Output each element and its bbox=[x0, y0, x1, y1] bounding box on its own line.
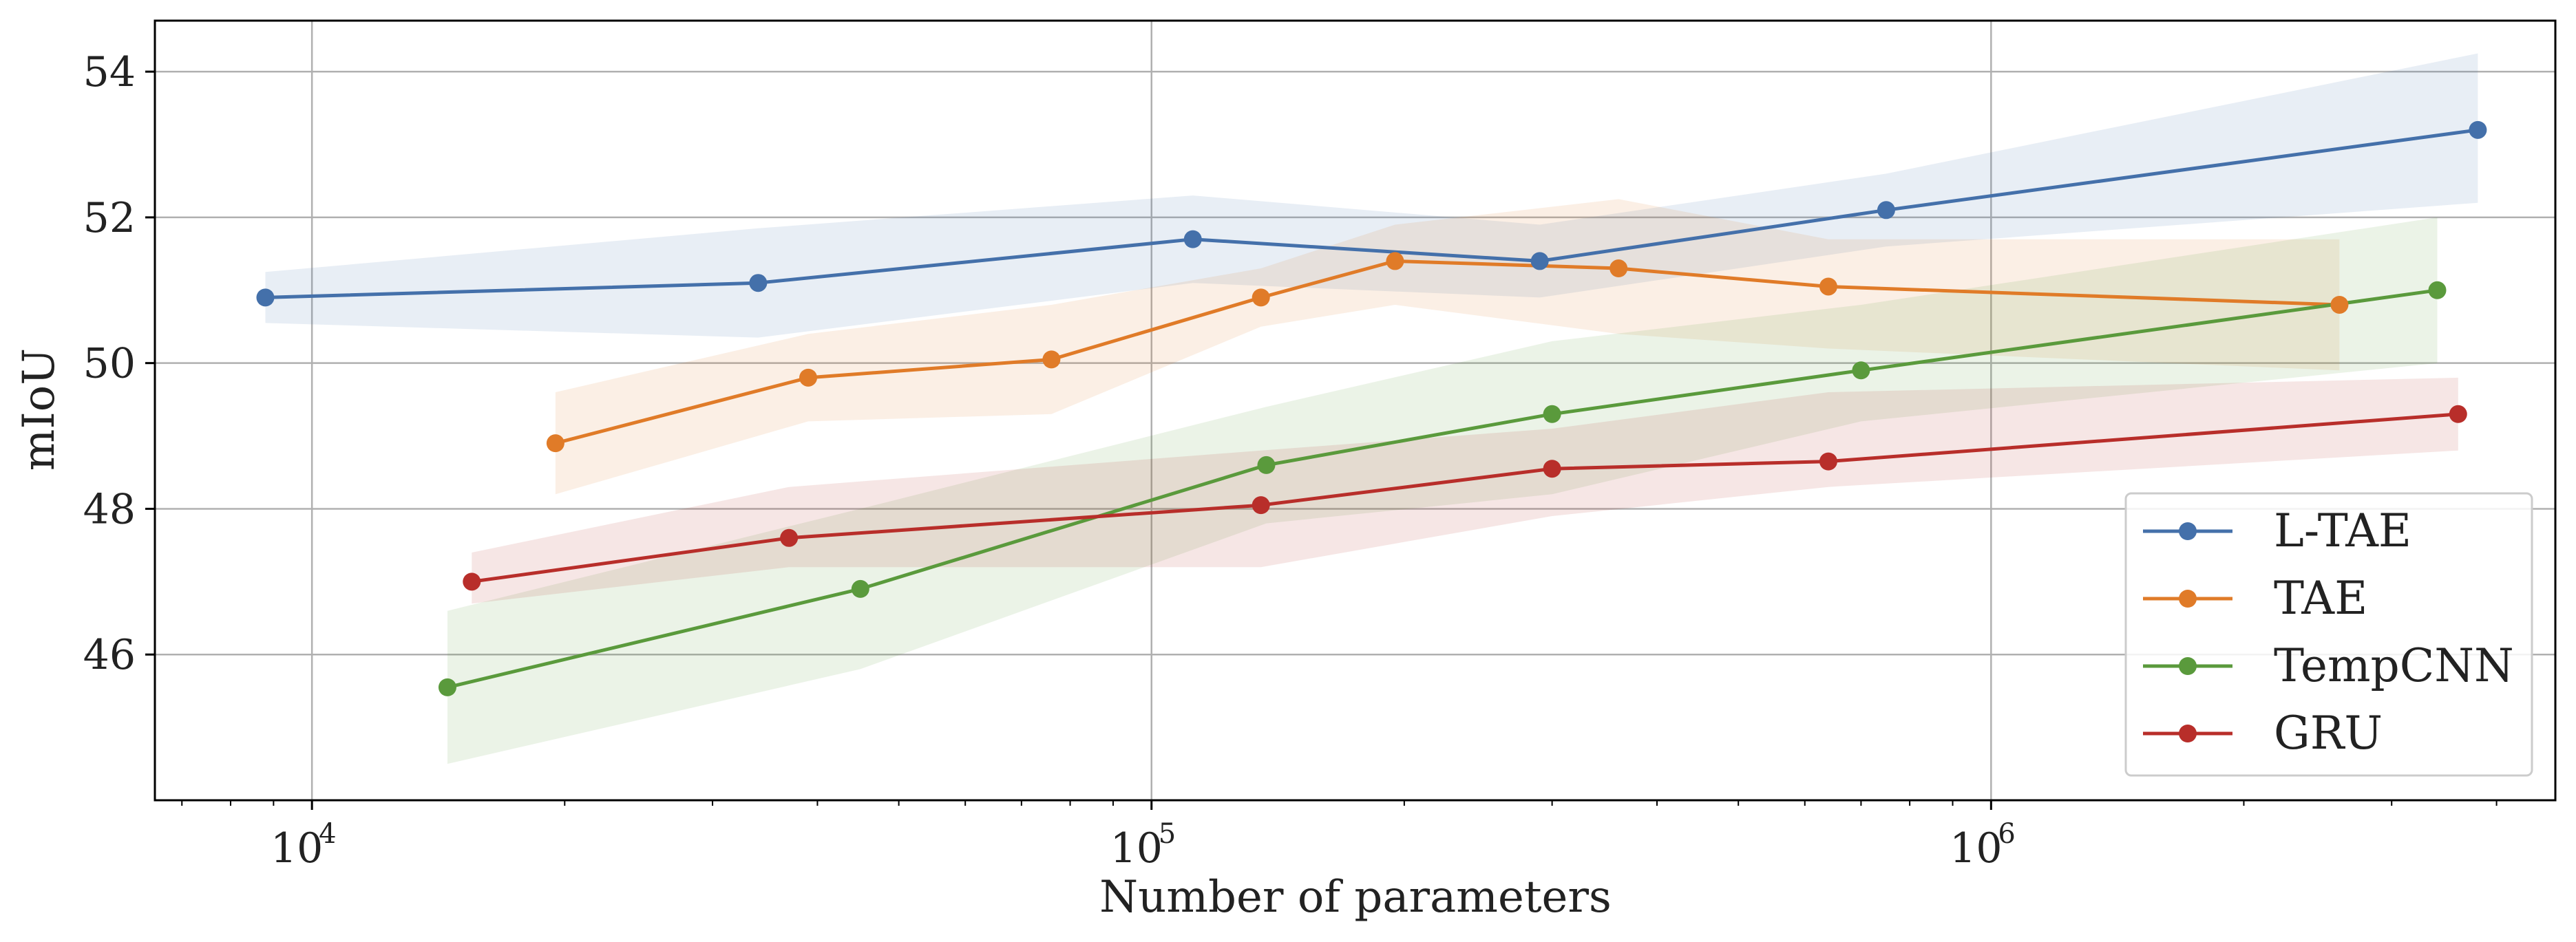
band-l-tae bbox=[265, 53, 2478, 338]
legend-box bbox=[2124, 492, 2533, 777]
point-tempcnn bbox=[1257, 456, 1276, 474]
point-l-tae bbox=[2469, 120, 2487, 139]
point-gru bbox=[1252, 496, 1270, 515]
legend-label-tae: TAE bbox=[2274, 572, 2367, 625]
point-gru bbox=[2449, 405, 2467, 423]
legend-label-l-tae: L-TAE bbox=[2274, 504, 2411, 557]
point-l-tae bbox=[749, 274, 768, 292]
line-tae bbox=[555, 259, 2340, 445]
x-tick-label: 10 bbox=[271, 824, 323, 873]
point-tae bbox=[1819, 277, 1837, 296]
plot-frame bbox=[154, 19, 2557, 802]
band-tae bbox=[555, 199, 2340, 495]
x-axis-label: Number of parameters bbox=[1099, 872, 1612, 923]
y-tick-label: 50 bbox=[83, 340, 136, 388]
point-tae bbox=[799, 368, 818, 387]
x-tick-label: 10 bbox=[1950, 824, 2002, 873]
point-tempcnn bbox=[438, 678, 456, 696]
point-l-tae bbox=[256, 288, 275, 307]
legend-label-tempcnn: TempCNN bbox=[2274, 639, 2514, 692]
legend-marker-l-tae bbox=[2179, 522, 2197, 540]
band-gru bbox=[472, 377, 2458, 604]
point-tae bbox=[1609, 259, 1628, 278]
band-tempcnn bbox=[447, 217, 2438, 764]
point-tae bbox=[1042, 350, 1061, 369]
point-l-tae bbox=[1183, 230, 1202, 248]
legend-marker-tempcnn bbox=[2179, 657, 2197, 675]
point-gru bbox=[463, 572, 481, 591]
series-points bbox=[256, 120, 2487, 696]
point-gru bbox=[1543, 460, 1561, 478]
x-tick-exponent: 5 bbox=[1159, 818, 1176, 850]
x-tick-exponent: 6 bbox=[1998, 818, 2015, 850]
line-tempcnn bbox=[447, 288, 2438, 689]
legend-marker-gru bbox=[2179, 725, 2197, 742]
point-tempcnn bbox=[1543, 405, 1561, 423]
point-gru bbox=[780, 528, 799, 547]
confidence-bands bbox=[265, 53, 2478, 764]
y-tick-label: 52 bbox=[83, 194, 136, 242]
y-tick-label: 54 bbox=[83, 48, 136, 96]
point-tempcnn bbox=[851, 579, 869, 598]
point-tae bbox=[2330, 295, 2349, 314]
legend-label-gru: GRU bbox=[2274, 707, 2383, 760]
point-tempcnn bbox=[2428, 281, 2447, 299]
legend: L-TAE TAE TempCNN GRU bbox=[2124, 492, 2533, 777]
point-tempcnn bbox=[1852, 361, 1870, 380]
point-tae bbox=[1386, 252, 1404, 270]
point-tae bbox=[1252, 288, 1270, 307]
point-gru bbox=[1819, 452, 1837, 471]
legend-marker-tae bbox=[2179, 590, 2197, 608]
x-tick-label: 10 bbox=[1110, 824, 1163, 873]
point-tae bbox=[546, 434, 564, 453]
series-lines bbox=[265, 128, 2478, 689]
y-tick-label: 46 bbox=[83, 631, 136, 679]
line-l-tae bbox=[265, 128, 2478, 299]
point-l-tae bbox=[1530, 252, 1549, 270]
y-tick-label: 48 bbox=[83, 485, 136, 533]
x-tick-exponent: 4 bbox=[319, 818, 336, 850]
y-axis-label: mIoU bbox=[14, 348, 65, 471]
point-l-tae bbox=[1877, 201, 1895, 220]
line-gru bbox=[471, 412, 2458, 584]
